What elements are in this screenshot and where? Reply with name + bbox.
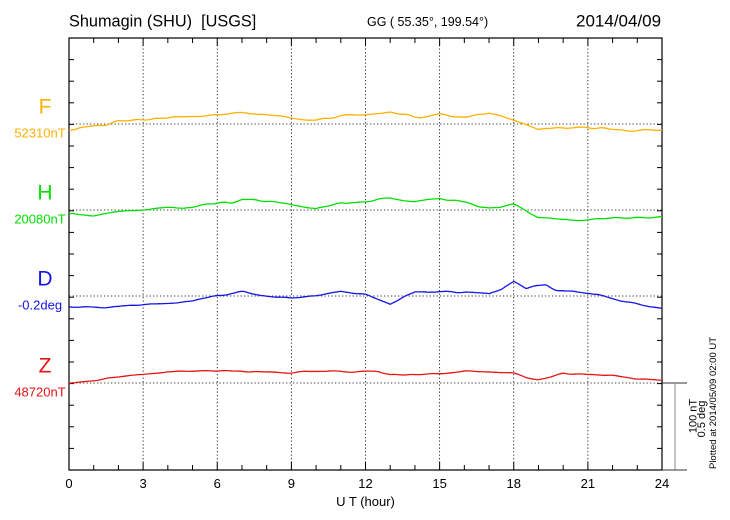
svg-text:3: 3 [140, 476, 147, 491]
svg-text:H: H [37, 181, 52, 204]
svg-text:52310nT: 52310nT [14, 125, 65, 140]
svg-text:D: D [37, 267, 52, 290]
svg-text:48720nT: 48720nT [14, 384, 65, 399]
svg-text:Z: Z [39, 354, 52, 377]
svg-text:24: 24 [655, 476, 669, 491]
svg-text:Plotted at 2014/05/09 02:00 UT: Plotted at 2014/05/09 02:00 UT [708, 337, 719, 469]
svg-text:12: 12 [358, 476, 372, 491]
svg-text:20080nT: 20080nT [14, 211, 65, 226]
svg-text:0.5 deg: 0.5 deg [696, 401, 708, 438]
svg-text:15: 15 [432, 476, 446, 491]
svg-text:GG ( 55.35°, 199.54°): GG ( 55.35°, 199.54°) [367, 15, 488, 29]
svg-text:2014/04/09: 2014/04/09 [576, 12, 661, 31]
svg-text:F: F [39, 95, 52, 118]
svg-text:18: 18 [507, 476, 521, 491]
svg-text:-0.2deg: -0.2deg [18, 297, 62, 312]
svg-text:U T (hour): U T (hour) [336, 494, 395, 509]
svg-text:Shumagin (SHU) [USGS]: Shumagin (SHU) [USGS] [69, 13, 256, 31]
svg-text:21: 21 [581, 476, 595, 491]
svg-text:9: 9 [288, 476, 295, 491]
svg-text:6: 6 [214, 476, 221, 491]
svg-text:0: 0 [65, 476, 72, 491]
